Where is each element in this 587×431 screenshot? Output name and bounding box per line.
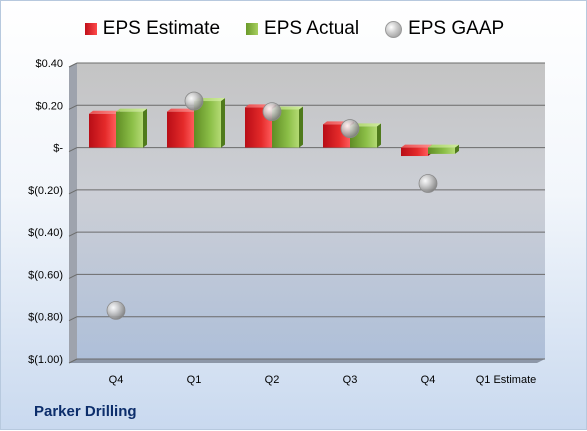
bar-eps-actual-side [143,108,147,148]
plot-background [77,63,545,359]
y-tick-label: $(0.40) [28,227,63,239]
marker-eps-gaap [418,174,438,193]
legend: EPS Estimate EPS Actual EPS GAAP [1,15,587,43]
x-tick-label: Q2 [265,374,280,386]
bar-eps-estimate-top [401,144,432,148]
gridline-depth [68,358,78,364]
marker-eps-gaap [262,102,282,122]
bar-eps-estimate [89,113,116,148]
legend-label-eps-actual: EPS Actual [264,18,360,39]
bar-eps-actual-side [221,98,225,148]
x-tick-label: Q1 Estimate [476,374,537,386]
y-tick-label: $(0.20) [28,185,63,197]
bar-eps-estimate [401,147,428,157]
bar-eps-actual [428,147,455,154]
y-tick-label: $(0.80) [28,312,63,324]
legend-item-eps-actual: EPS Actual [246,18,359,40]
bar-eps-actual-side [455,144,459,154]
marker-eps-gaap [106,300,126,320]
company-name: Parker Drilling [34,403,137,420]
y-tick-label: $(1.00) [28,354,63,366]
bar-eps-estimate [167,111,194,148]
gridline-depth [68,189,78,195]
bar-eps-estimate-top [89,110,120,114]
y-tick-label: $(0.60) [28,269,63,281]
bar-eps-actual-top [116,108,147,112]
marker-eps-gaap [184,91,204,111]
legend-swatch-eps-estimate [84,23,97,35]
bar-eps-actual-top [428,144,459,148]
gridline-depth [68,316,78,322]
gridline-depth [68,147,78,153]
x-tick-label: Q4 [421,374,436,386]
y-tick-label: $0.40 [35,58,63,70]
bar-eps-actual [116,111,143,148]
y-tick-label: $- [53,143,63,155]
plot-floor [69,359,545,363]
x-tick-label: Q1 [187,374,202,386]
gridline-depth [68,231,78,237]
legend-swatch-eps-gaap [385,20,403,38]
x-tick-label: Q4 [109,374,124,386]
gridline-depth [68,104,78,110]
bar-eps-actual-side [299,106,303,148]
legend-label-eps-gaap: EPS GAAP [408,18,505,39]
gridline-depth [68,62,78,68]
marker-eps-gaap [340,119,360,138]
plot-side-wall [69,63,77,363]
bar-eps-actual-side [377,123,381,148]
legend-swatch-eps-actual [246,23,259,35]
legend-item-eps-estimate: EPS Estimate [84,18,221,40]
y-tick-label: $0.20 [35,100,63,112]
x-tick-label: Q3 [343,374,358,386]
legend-label-eps-estimate: EPS Estimate [102,18,221,39]
legend-item-eps-gaap: EPS GAAP [385,18,504,40]
gridline-depth [68,273,78,279]
